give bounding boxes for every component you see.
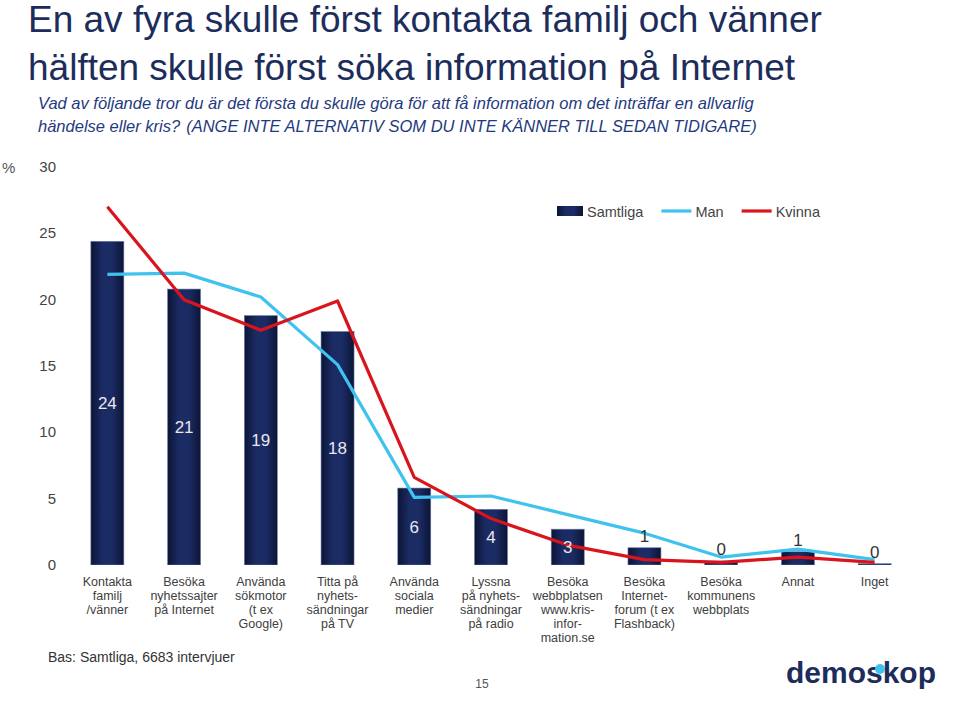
x-tick-label-line: på nyhets- [462,589,520,603]
x-tick-label-line: sociala [395,589,434,603]
x-tick-label-line: nyhets- [317,589,358,603]
data-labels: 24 21 19 18 6 4 3 1 0 1 0 [98,394,879,562]
logo-text: demoskop [786,656,936,689]
x-tick-label-line: Använda [236,575,285,589]
title-line: En av fyra skulle först kontakta familj … [28,0,822,40]
x-tick-label-line: sändningar [460,603,522,617]
y-tick-label: 20 [39,291,56,308]
line [107,207,874,563]
data-label: 4 [486,528,495,547]
data-label: 0 [870,543,879,562]
data-label: 1 [640,527,649,546]
chart: En av fyra skulle först kontakta familj … [0,0,960,709]
logo: demoskop [786,656,936,689]
x-tick-label-line: på radio [468,617,513,631]
base-note: Bas: Samtliga, 6683 intervjuer [48,649,235,665]
x-tick-label-line: Titta på [317,575,358,589]
y-tick-label: 10 [39,423,56,440]
x-tick-label-line: Använda [390,575,439,589]
x-tick-label: Besökanyhetssajterpå Internet [150,575,217,617]
y-tick-label: 5 [48,490,56,507]
x-tick-label: Kontaktafamilj/vänner [83,575,132,617]
title: En av fyra skulle först kontakta familj … [28,0,822,88]
x-tick-label: Lyssnapå nyhets-sändningarpå radio [460,575,522,631]
subtitle-line: Vad av följande tror du är det första du… [38,94,755,112]
legend-swatch [557,206,583,216]
data-label: 3 [563,538,572,557]
data-label: 19 [251,431,270,450]
legend: Samtliga Man Kvinna [557,204,821,220]
data-label: 24 [98,394,117,413]
legend-swatch [742,209,772,212]
x-tick-label-line: Lyssna [471,575,510,589]
legend-label: Man [695,204,723,220]
x-tick-label-line: kommunens [687,589,755,603]
x-tick-label-line: på Internet [154,603,214,617]
x-tick-label-line: www.kris- [540,603,594,617]
x-tick-label-line: på TV [321,617,355,631]
legend-swatch [661,209,691,212]
x-tick-label: Användasocialamedier [390,575,439,617]
y-axis-label: % [2,159,15,176]
x-tick-label: Titta pånyhets-sändningarpå TV [307,575,369,631]
bar [91,241,124,565]
x-tick-label: Inget [861,575,889,589]
x-tick-label-line: forum (t ex [615,603,675,617]
bar [398,488,431,565]
x-tick-label-line: Besöka [700,575,742,589]
x-tick-label-line: /vänner [87,603,129,617]
y-tick-label: 15 [39,357,56,374]
data-label: 18 [328,439,347,458]
bar [858,564,891,565]
legend-label: Samtliga [587,204,644,220]
x-tick-label-line: Annat [782,575,815,589]
x-tick-label-line: Besöka [163,575,205,589]
marks [91,207,891,565]
x-tick-label-line: Google) [239,617,283,631]
x-tick-label-line: mation.se [541,631,595,645]
x-tick-label-line: infor- [553,617,581,631]
x-tick-label: Besökakommunenswebbplats [687,575,755,617]
x-tick-label: BesökaInternet-forum (t exFlashback) [614,575,675,631]
data-label: 1 [793,531,802,550]
x-tick-label-line: Besöka [547,575,589,589]
page-number: 15 [475,677,489,691]
x-tick-label-line: Inget [861,575,889,589]
logo-dot [875,664,885,674]
x-tick-label-line: sändningar [307,603,369,617]
x-tick-label-line: webbplats [692,603,749,617]
y-tick-label: 0 [48,556,56,573]
data-label: 6 [410,518,419,537]
x-tick-label-line: Internet- [621,589,668,603]
legend-label: Kvinna [776,204,821,220]
x-tick-label-line: Flashback) [614,617,675,631]
bar [168,289,201,565]
x-tick-label-line: medier [395,603,433,617]
x-tick-label: Besökawebbplatsenwww.kris-infor-mation.s… [532,575,603,645]
x-tick-label-line: nyhetssajter [150,589,217,603]
instruction: (ANGE INTE ALTERNATIV SOM DU INTE KÄNNER… [186,117,757,135]
x-tick-label-line: (t ex [249,603,274,617]
x-tick-label-line: Besöka [624,575,666,589]
y-tick-label: 30 [39,158,56,175]
data-label: 21 [175,418,194,437]
y-tick-label: 25 [39,224,56,241]
x-tick-label-line: webbplatsen [532,589,603,603]
x-tick-label: Annat [782,575,815,589]
x-tick-label-line: familj [93,589,122,603]
bar [244,316,277,565]
x-tick-label-line: sökmotor [235,589,286,603]
subtitle-line: händelse eller kris? [38,117,181,135]
title-line: hälften skulle först söka information på… [28,47,796,88]
x-tick-label: Användasökmotor(t exGoogle) [235,575,286,631]
data-label: 0 [716,540,725,559]
x-tick-label-line: Kontakta [83,575,132,589]
